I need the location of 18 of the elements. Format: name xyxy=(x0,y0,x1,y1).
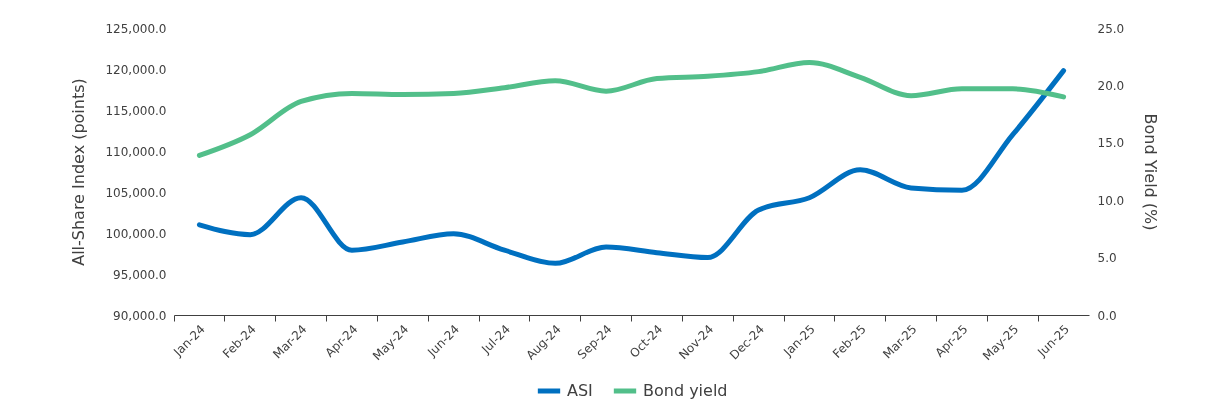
y-tick-label: 105,000.0 xyxy=(105,185,167,200)
legend-label: ASI xyxy=(567,381,593,400)
y2-tick-label: 15.0 xyxy=(1097,136,1125,151)
y2-tick-label: 25.0 xyxy=(1097,21,1125,36)
y2-tick-label: 5.0 xyxy=(1097,251,1117,266)
y-tick-label: 110,000.0 xyxy=(105,144,167,159)
y2-tick-label: 10.0 xyxy=(1097,193,1125,208)
y2-tick-label: 20.0 xyxy=(1097,78,1125,93)
y2-axis-title: Bond Yield (%) xyxy=(1141,113,1161,231)
y-axis-title: All-Share Index (points) xyxy=(69,78,89,266)
legend-label: Bond yield xyxy=(643,381,728,400)
y-tick-label: 90,000.0 xyxy=(113,308,167,323)
y-tick-label: 100,000.0 xyxy=(105,226,167,241)
y-tick-label: 115,000.0 xyxy=(105,103,167,118)
y-tick-label: 95,000.0 xyxy=(113,267,167,282)
y-tick-label: 125,000.0 xyxy=(105,21,167,36)
y2-tick-label: 0.0 xyxy=(1097,308,1117,323)
y-tick-label: 120,000.0 xyxy=(105,62,167,77)
